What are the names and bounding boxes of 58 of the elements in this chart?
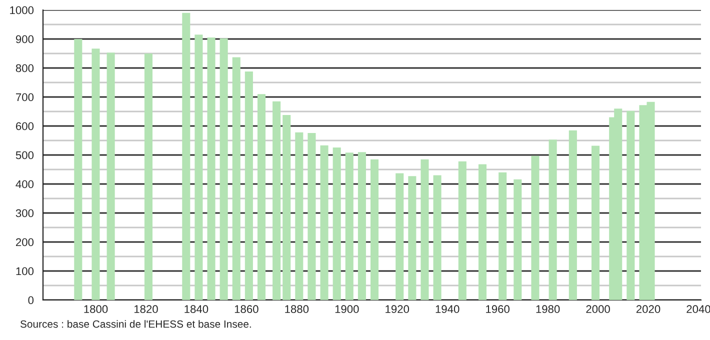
y-tick-label: 0 — [28, 296, 34, 304]
x-tick-label: 1900 — [335, 305, 359, 314]
y-tick-label: 1000 — [10, 6, 34, 14]
bar — [92, 48, 100, 300]
y-tick-label: 500 — [16, 151, 34, 160]
x-tick-label: 1840 — [184, 305, 208, 314]
x-tick-label: 1820 — [134, 305, 158, 314]
x-tick-label: 2020 — [636, 305, 660, 314]
bar — [207, 38, 216, 300]
bar — [498, 172, 507, 300]
bar — [106, 52, 115, 300]
bar — [458, 161, 466, 300]
bar — [257, 94, 266, 300]
bar — [295, 132, 304, 300]
x-tick-label: 1880 — [285, 305, 309, 314]
bar — [232, 57, 240, 300]
bar — [308, 132, 316, 300]
bar — [514, 179, 522, 300]
bar — [74, 39, 82, 300]
y-tick-label: 300 — [16, 209, 34, 218]
bar — [592, 146, 600, 300]
y-tick-label: 400 — [16, 180, 34, 188]
bar — [478, 164, 487, 300]
bar — [282, 114, 291, 300]
x-tick-label: 1860 — [234, 305, 258, 314]
y-tick-label: 700 — [16, 93, 34, 102]
bar — [320, 145, 328, 300]
y-tick-label: 800 — [16, 64, 34, 72]
x-tick-label: 1800 — [84, 305, 108, 314]
bar — [272, 101, 281, 300]
bar — [182, 12, 190, 300]
bar — [358, 152, 366, 300]
bar — [531, 156, 540, 300]
bar — [408, 176, 416, 300]
bar — [396, 173, 404, 300]
x-tick-label: 1920 — [386, 305, 410, 314]
x-tick-label: 2000 — [586, 305, 610, 314]
bar — [420, 159, 429, 300]
bar — [433, 175, 442, 300]
bar — [220, 38, 228, 300]
bar — [345, 152, 354, 300]
y-tick-label: 900 — [16, 35, 34, 44]
bar — [194, 34, 203, 300]
source-note: Sources : base Cassini de l'EHESS et base Insee. — [20, 320, 251, 328]
bar — [568, 130, 577, 300]
x-tick-label: 1960 — [486, 305, 510, 314]
x-tick-label: 1940 — [436, 305, 460, 314]
y-tick-label: 600 — [16, 122, 34, 130]
x-tick-label: 2040 — [686, 305, 710, 314]
bar — [144, 54, 152, 300]
bar — [332, 147, 341, 300]
bar — [370, 159, 379, 300]
bar — [626, 110, 635, 300]
x-tick-label: 1980 — [536, 305, 560, 314]
y-tick-label: 200 — [16, 238, 34, 246]
bar — [244, 71, 253, 300]
y-tick-label: 100 — [16, 267, 34, 276]
bar — [548, 140, 557, 300]
